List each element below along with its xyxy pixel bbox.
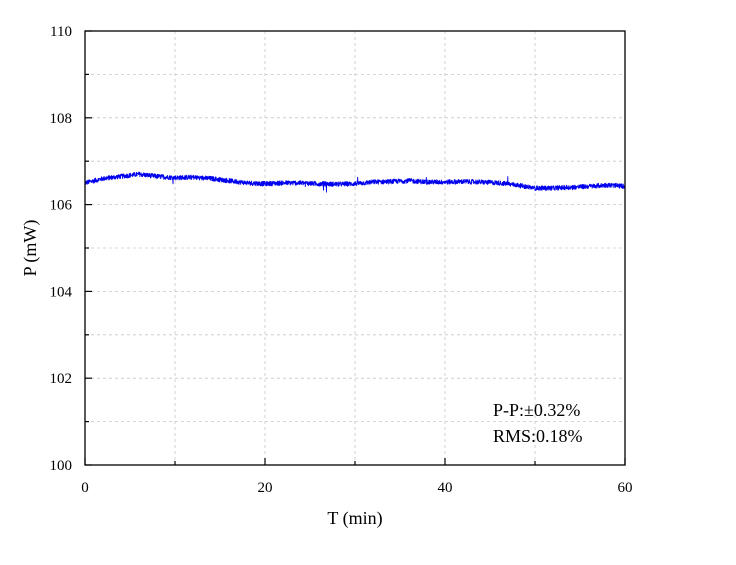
x-tick-label: 20 (258, 480, 273, 496)
series-line (84, 171, 626, 193)
x-axis-label: T (min) (327, 508, 382, 529)
y-tick-labels: 100 102 104 106 108 110 (50, 24, 73, 474)
y-tick-label: 100 (50, 458, 73, 474)
y-tick-label: 104 (50, 284, 73, 300)
grid-lines (85, 31, 625, 465)
plot-frame (84, 30, 626, 466)
annotation-peak-to-peak: P-P:±0.32% (493, 400, 580, 420)
x-tick-label: 60 (618, 480, 633, 496)
y-tick-label: 110 (50, 24, 72, 40)
x-tick-labels: 0 20 40 60 (81, 480, 632, 496)
x-tick-label: 40 (438, 480, 453, 496)
x-tick-label: 0 (81, 480, 89, 496)
minor-ticks (85, 73, 536, 465)
annotation-rms: RMS:0.18% (493, 426, 583, 446)
y-axis-label: P (mW) (20, 220, 41, 277)
y-tick-label: 108 (50, 111, 73, 127)
y-tick-label: 106 (50, 198, 73, 214)
y-tick-label: 102 (50, 371, 73, 387)
